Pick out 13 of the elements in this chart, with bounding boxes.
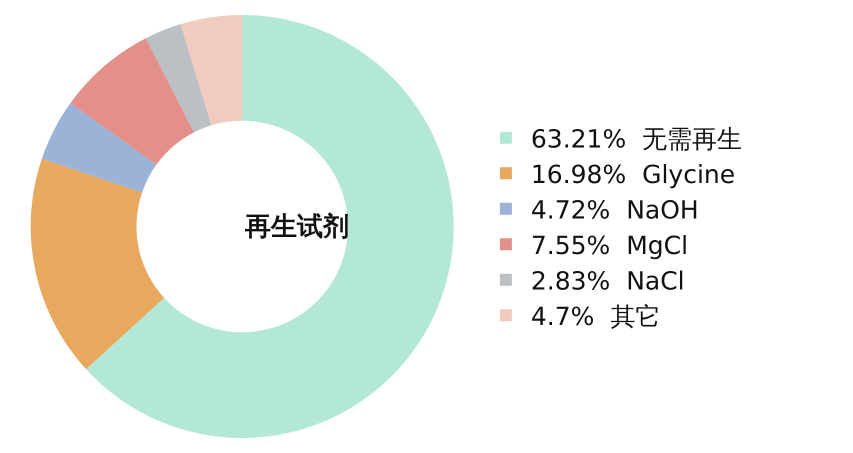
donut-slice: [146, 24, 212, 132]
legend-label: 2.83% NaCl: [530, 266, 685, 296]
legend-label: 4.72% NaOH: [530, 196, 699, 224]
donut-slice: [42, 103, 156, 193]
legend-label: 16.98% Glycine: [530, 160, 736, 189]
donut-slice: [86, 15, 454, 438]
donut-slice: [70, 38, 194, 165]
donut-slice: [30, 158, 164, 370]
legend-label: 4.7% 其它: [530, 302, 660, 331]
legend-label: 7.55% MgCl: [530, 231, 688, 260]
text: 再生试剂: [244, 212, 349, 242]
legend-label: 63.21% 无需再生: [530, 124, 742, 154]
donut-slice: [180, 15, 242, 126]
